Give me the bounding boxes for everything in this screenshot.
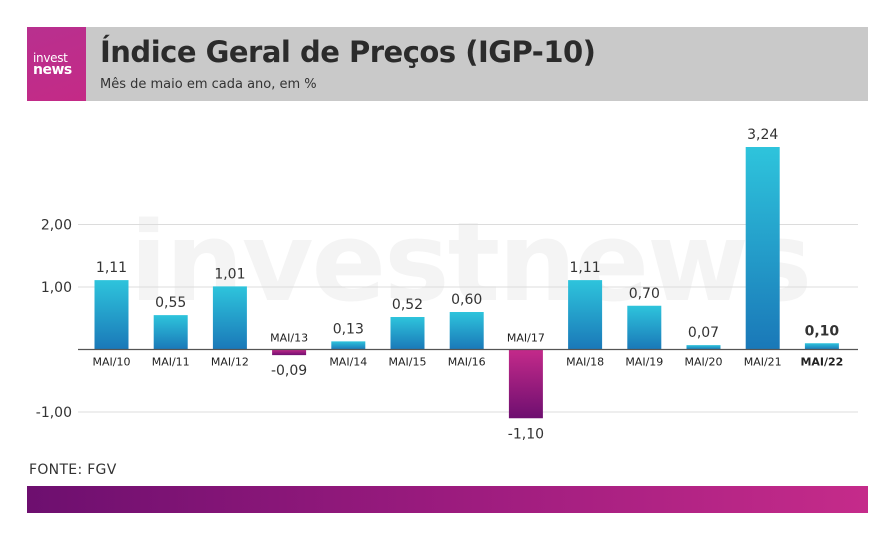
- header-band: invest news Índice Geral de Preços (IGP-…: [27, 27, 868, 101]
- data-label: 0,07: [688, 325, 719, 341]
- bar: [745, 147, 780, 350]
- x-tick-label: MAI/14: [329, 356, 367, 369]
- bar-chart: investnews -1,001,002,00 MAI/101,11MAI/1…: [36, 127, 858, 442]
- bar: [153, 315, 188, 350]
- bar: [94, 280, 129, 350]
- bar: [627, 305, 662, 350]
- data-label: 0,70: [629, 286, 660, 302]
- bar: [449, 312, 484, 350]
- bar: [804, 343, 839, 350]
- y-tick-label: 2,00: [41, 218, 72, 234]
- y-tick-label: 1,00: [41, 280, 72, 296]
- x-tick-label: MAI/19: [625, 356, 663, 369]
- data-label: 0,13: [333, 321, 364, 337]
- data-label: 0,52: [392, 297, 423, 313]
- bar: [331, 341, 366, 350]
- data-label: 0,60: [451, 292, 482, 308]
- x-tick-label: MAI/16: [448, 356, 486, 369]
- source-note: FONTE: FGV: [29, 462, 117, 478]
- x-tick-label: MAI/12: [211, 356, 249, 369]
- x-tick-label: MAI/22: [800, 356, 843, 369]
- x-tick-label: MAI/20: [685, 356, 723, 369]
- bar: [272, 349, 307, 356]
- chart-title: Índice Geral de Preços (IGP-10): [100, 35, 596, 69]
- x-tick-label: MAI/13: [270, 332, 308, 345]
- grid-lines: [78, 224, 858, 413]
- x-tick-label: MAI/11: [152, 356, 190, 369]
- labels: MAI/10 1,11 MAI/11 0,55 MAI/12 1,01 MAI/13 -0,0…: [93, 127, 844, 442]
- investnews-logo: invest news: [27, 27, 86, 101]
- y-axis-ticks: -1,00 1,00 2,00: [36, 218, 72, 422]
- bar: [568, 280, 603, 350]
- x-tick-label: MAI/17: [507, 332, 545, 345]
- x-tick-label: MAI/10: [93, 356, 131, 369]
- data-label: -1,10: [508, 426, 544, 442]
- bar: [508, 349, 543, 419]
- data-label: 0,10: [805, 323, 840, 339]
- bar: [212, 286, 247, 350]
- data-label: 3,24: [747, 127, 778, 143]
- x-tick-label: MAI/15: [389, 356, 427, 369]
- footer-bar: [27, 486, 868, 513]
- y-tick-label: -1,00: [36, 405, 72, 421]
- bar: [686, 345, 721, 350]
- chart-subtitle: Mês de maio em cada ano, em %: [100, 77, 317, 92]
- data-label: -0,09: [271, 363, 307, 379]
- x-tick-label: MAI/21: [744, 356, 782, 369]
- bar: [390, 317, 425, 350]
- data-label: 1,11: [96, 260, 127, 276]
- x-tick-label: MAI/18: [566, 356, 604, 369]
- logo-top-text: invest: [33, 51, 68, 65]
- data-label: 1,01: [214, 266, 245, 282]
- data-label: 1,11: [570, 260, 601, 276]
- data-label: 0,55: [155, 295, 186, 311]
- logo-bottom-text: news: [33, 62, 72, 78]
- bars: [94, 147, 839, 419]
